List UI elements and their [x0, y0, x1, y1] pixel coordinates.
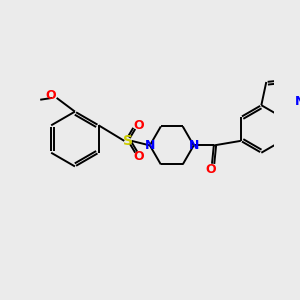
- Text: S: S: [123, 134, 133, 148]
- Text: N: N: [188, 139, 199, 152]
- Text: O: O: [206, 163, 216, 176]
- Text: N: N: [145, 139, 155, 152]
- Text: O: O: [46, 89, 56, 102]
- Text: N: N: [294, 95, 300, 108]
- Text: O: O: [134, 119, 144, 132]
- Text: O: O: [134, 150, 144, 163]
